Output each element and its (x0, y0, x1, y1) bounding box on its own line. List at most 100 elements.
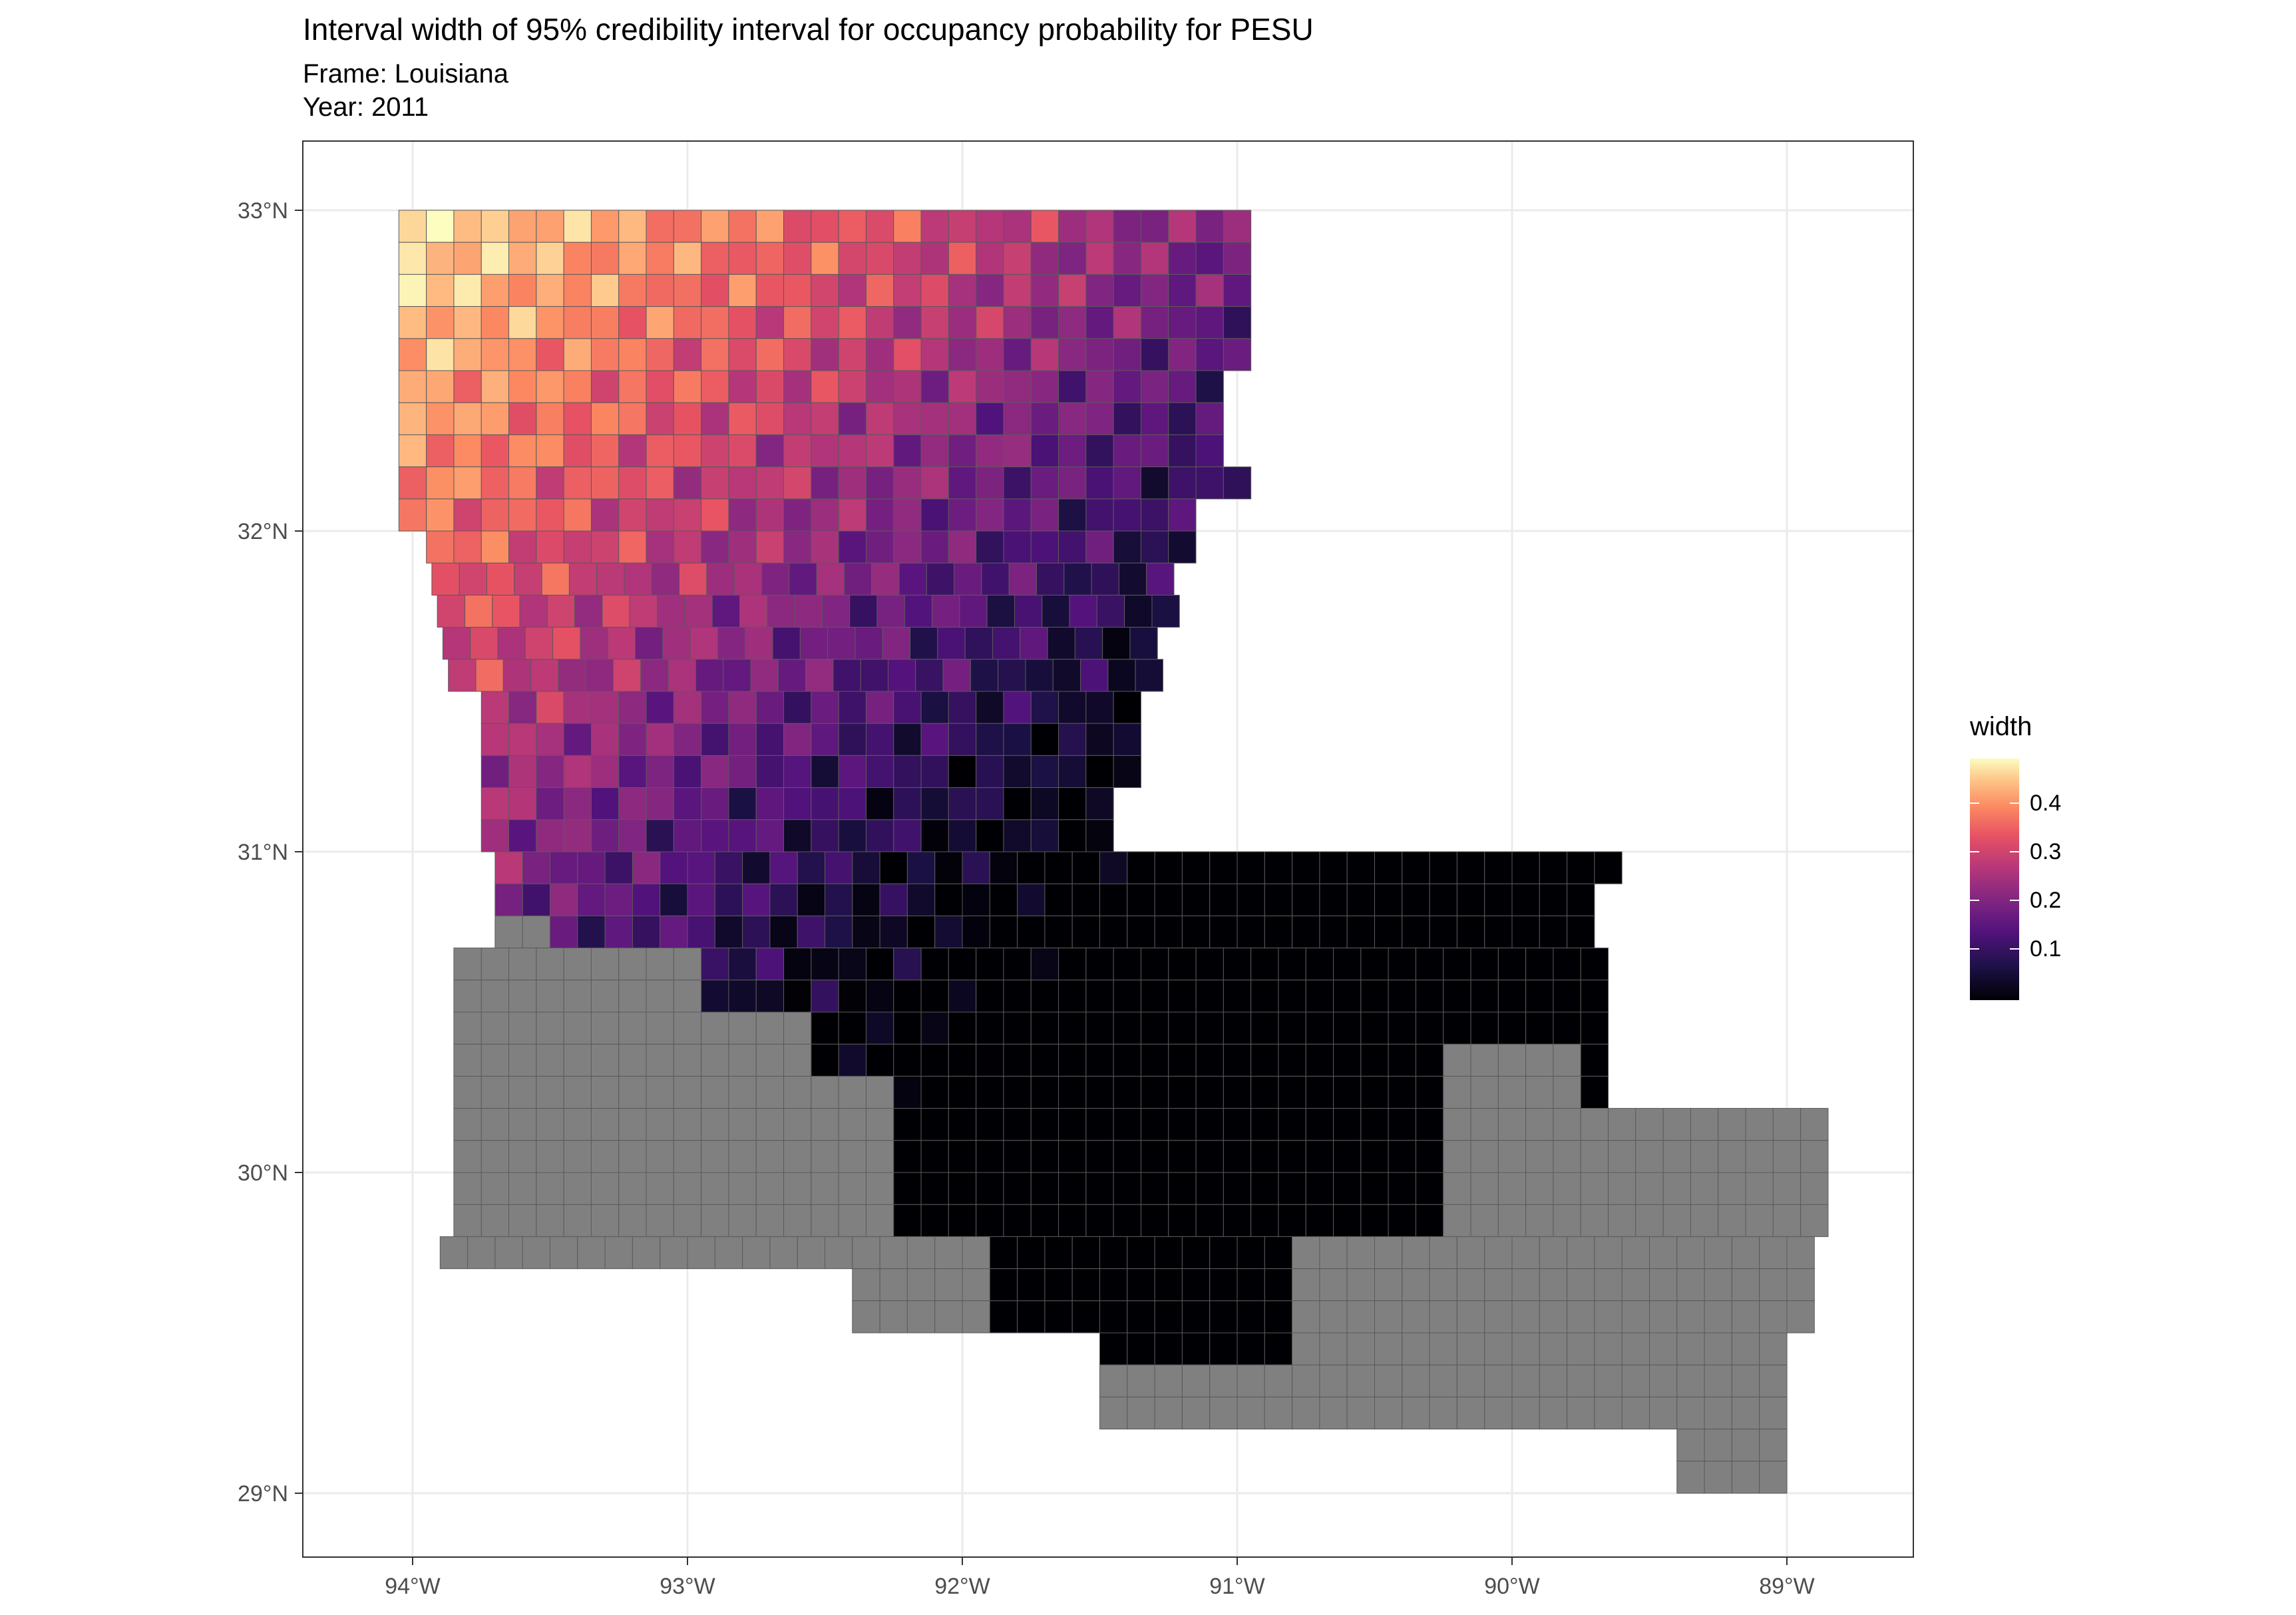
grid-cell (865, 1140, 894, 1173)
grid-cell (1443, 1140, 1471, 1173)
grid-cell (1085, 370, 1114, 403)
grid-cell (1058, 1043, 1087, 1077)
grid-cell (1594, 1364, 1623, 1397)
grid-cell (852, 1268, 880, 1302)
grid-cell (1168, 1140, 1197, 1173)
grid-cell (1525, 1140, 1554, 1173)
grid-cell (486, 562, 515, 596)
grid-cell (494, 1236, 523, 1270)
grid-cell (893, 787, 922, 820)
grid-cell (646, 755, 674, 789)
x-tick-label: 91°W (1209, 1574, 1265, 1599)
grid-cell (728, 1172, 757, 1205)
grid-cell (728, 402, 757, 435)
grid-cell (876, 594, 905, 628)
grid-cell (1456, 883, 1485, 916)
grid-cell (742, 915, 771, 949)
grid-cell (426, 498, 455, 532)
grid-cell (1278, 1108, 1306, 1141)
grid-cell (1388, 1011, 1416, 1045)
grid-cell (893, 1043, 922, 1077)
grid-cell (1071, 851, 1100, 884)
grid-cell (1704, 1429, 1732, 1462)
grid-cell (1003, 723, 1032, 756)
grid-cell (976, 723, 1004, 756)
grid-cell (838, 1075, 866, 1109)
grid-cell (590, 1011, 620, 1045)
grid-cell (1429, 1332, 1457, 1365)
grid-cell (1539, 1300, 1568, 1334)
grid-cell (646, 498, 674, 532)
grid-cell (1580, 1011, 1609, 1045)
grid-cell (1402, 1332, 1430, 1365)
grid-cell (1058, 1011, 1087, 1045)
grid-cell (1676, 1396, 1705, 1430)
grid-cell (976, 948, 1004, 981)
grid-cell (1346, 1236, 1375, 1270)
grid-cell (1662, 1108, 1691, 1141)
grid-cell (976, 338, 1004, 371)
grid-cell (590, 402, 620, 435)
grid-cell (1074, 627, 1103, 660)
grid-cell (1058, 434, 1087, 468)
grid-cell (761, 562, 790, 596)
grid-cell (865, 1075, 894, 1109)
grid-cell (530, 659, 559, 692)
grid-cell (1140, 498, 1169, 532)
grid-cell (1374, 1236, 1403, 1270)
grid-cell (1085, 1108, 1114, 1141)
grid-cell (563, 1172, 592, 1205)
grid-cell (1621, 1236, 1650, 1270)
grid-cell (701, 338, 729, 371)
grid-cell (464, 594, 493, 628)
grid-cell (1030, 530, 1059, 564)
grid-cell (1264, 1268, 1293, 1302)
grid-cell (701, 980, 729, 1013)
grid-cell (1800, 1108, 1829, 1141)
grid-cell (1063, 562, 1092, 596)
grid-cell (728, 210, 757, 243)
grid-cell (1250, 1172, 1279, 1205)
grid-cell (508, 1108, 537, 1141)
grid-cell (1140, 530, 1169, 564)
grid-cell (920, 1075, 949, 1109)
grid-cell (1195, 1108, 1224, 1141)
grid-cell (660, 883, 688, 916)
grid-cell (1319, 1300, 1348, 1334)
grid-cell (1402, 851, 1430, 884)
grid-cell (838, 787, 866, 820)
grid-cell (1014, 594, 1043, 628)
grid-cell (893, 242, 922, 275)
grid-cell (1003, 498, 1032, 532)
grid-cell (563, 370, 592, 403)
grid-cell (1003, 755, 1032, 789)
grid-cell (1151, 594, 1180, 628)
grid-cell (1044, 915, 1073, 949)
grid-cell (1223, 980, 1252, 1013)
grid-cell (1759, 1268, 1788, 1302)
grid-cell (508, 1204, 537, 1237)
grid-cell (1140, 273, 1169, 307)
grid-cell (1484, 1364, 1513, 1397)
grid-cell (497, 627, 526, 660)
grid-cell (1223, 1108, 1252, 1141)
grid-cell (948, 530, 977, 564)
grid-cell (1085, 466, 1114, 500)
grid-cell (1567, 851, 1595, 884)
grid-cell (590, 980, 620, 1013)
grid-cell (701, 242, 729, 275)
grid-cell (508, 210, 537, 243)
grid-cell (618, 723, 647, 756)
grid-cell (1107, 659, 1136, 692)
grid-cell (1113, 338, 1141, 371)
grid-cell (1091, 562, 1119, 596)
grid-cell (1168, 1108, 1197, 1141)
grid-cell (1113, 980, 1141, 1013)
grid-cell (1168, 1011, 1197, 1045)
grid-cell (1209, 1364, 1238, 1397)
grid-cell (865, 948, 894, 981)
grid-cell (948, 723, 977, 756)
grid-cell (1497, 1204, 1527, 1237)
grid-cell (673, 402, 702, 435)
grid-cell (1168, 402, 1197, 435)
